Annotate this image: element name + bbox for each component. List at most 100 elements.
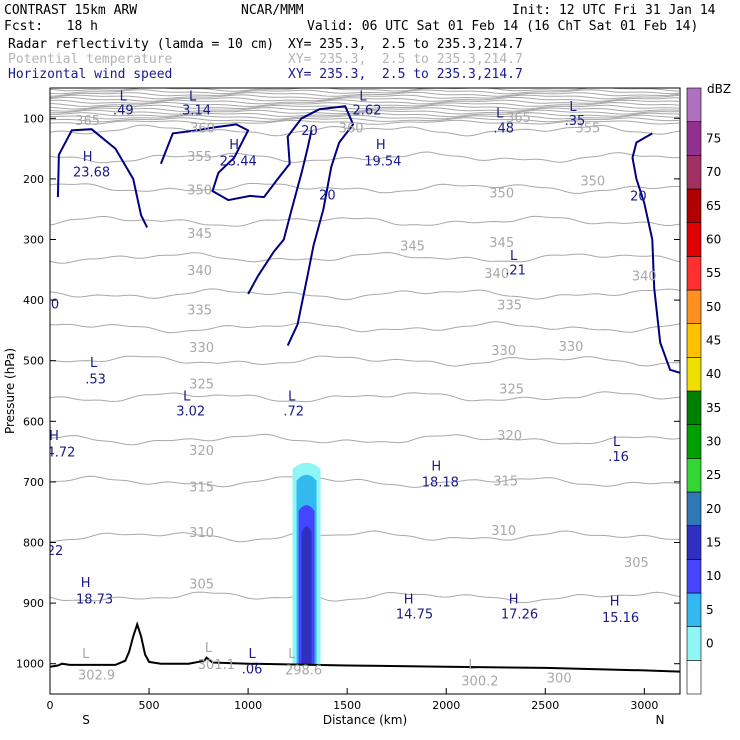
- theta-label: 315: [493, 474, 518, 489]
- colorbar-swatch: [686, 356, 702, 392]
- colorbar-level-label: 70: [706, 165, 721, 179]
- wind-label: H: [81, 576, 91, 591]
- colorbar-level-label: 45: [706, 334, 721, 348]
- wind-label: L: [189, 90, 197, 105]
- theta-label: 320: [189, 444, 214, 459]
- wind-label: L: [288, 390, 296, 405]
- x-axis-title: Distance (km): [323, 713, 407, 727]
- y-tick-label: 100: [23, 112, 44, 125]
- colorbar-level-label: 10: [706, 569, 721, 583]
- wind-label: L: [496, 107, 504, 122]
- wind-label: L: [183, 390, 191, 405]
- colorbar-swatch: [686, 390, 702, 426]
- theta-label: 345: [187, 227, 212, 242]
- plot-frame: [49, 87, 681, 695]
- colorbar-swatch: [686, 121, 702, 156]
- wind-label: 20: [301, 124, 318, 139]
- theta-label: 335: [187, 304, 212, 319]
- theta-upper-line: [50, 89, 680, 95]
- colorbar-level-label: 40: [706, 367, 721, 381]
- wind-label: H: [509, 593, 519, 608]
- wind-label: H: [376, 138, 386, 153]
- wind-label: L: [120, 90, 128, 105]
- wind-contour-20: [631, 132, 680, 374]
- theta-line-325: [50, 391, 680, 403]
- theta-label: 335: [497, 299, 522, 314]
- theta-label: L: [205, 641, 213, 656]
- reflectivity-20dbz: [301, 526, 312, 665]
- field-reflectivity-xy: XY= 235.3, 2.5 to 235.3,214.7: [288, 37, 523, 52]
- theta-upper-line: [50, 114, 679, 120]
- colorbar-swatch: [686, 289, 702, 325]
- wind-label: .35: [565, 114, 586, 129]
- theta-label: 300: [547, 671, 572, 686]
- y-tick-label: 600: [23, 415, 44, 428]
- colorbar-swatch: [686, 558, 702, 594]
- terrain-group: [50, 621, 680, 673]
- wind-label: 17.26: [501, 608, 538, 623]
- theta-label: 325: [189, 377, 214, 392]
- theta-line-335: [50, 321, 680, 334]
- theta-label: 298.6: [285, 664, 322, 679]
- theta-line-310: [50, 530, 680, 543]
- wind-label: 19.54: [364, 154, 401, 169]
- theta-upper-line: [50, 88, 680, 92]
- wind-contour-20: [159, 105, 355, 347]
- wind-label: 15.16: [602, 611, 639, 626]
- colorbar-swatch: [686, 87, 702, 123]
- wind-label: H: [83, 150, 93, 165]
- colorbar-level-label: 75: [706, 132, 721, 146]
- colorbar-level-label: 0: [706, 637, 714, 651]
- theta-label: 310: [189, 526, 214, 541]
- x-axis-right-label: N: [656, 713, 665, 727]
- forecast-hour: Fcst: 18 h: [4, 19, 98, 34]
- colorbar-level-label: 5: [706, 603, 714, 617]
- y-tick-label: 500: [23, 355, 44, 368]
- y-tick-label: 300: [23, 234, 44, 247]
- init-time: Init: 12 UTC Fri 31 Jan 14: [512, 3, 716, 18]
- wind-label: L: [90, 356, 98, 371]
- theta-line-360: [50, 151, 680, 164]
- colorbar-swatch: [686, 255, 702, 291]
- x-tick-label: 2500: [531, 699, 559, 712]
- colorbar-level-label: 55: [706, 266, 721, 280]
- theta-label: 305: [624, 556, 649, 571]
- terrain-line: [50, 621, 680, 673]
- theta-label: 360: [339, 122, 364, 137]
- theta-line-365: [50, 124, 680, 137]
- theta-line-340: [50, 288, 680, 301]
- field-theta-name: Potential temperature: [8, 52, 173, 67]
- colorbar-unit: dBZ: [707, 82, 731, 96]
- colorbar-swatch: [686, 525, 702, 560]
- theta-line-315: [50, 475, 680, 488]
- theta-label: 300.2: [461, 674, 498, 689]
- y-tick-label: 700: [23, 476, 44, 489]
- theta-upper-line: [50, 117, 680, 123]
- wind-label: .48: [493, 122, 514, 137]
- wind-label: 23.68: [73, 165, 110, 180]
- theta-label: 345: [489, 236, 514, 251]
- wind-label: L: [359, 90, 367, 105]
- theta-label: 340: [187, 264, 212, 279]
- theta-lines-group: [50, 88, 680, 604]
- y-axis-title: Pressure (hPa): [3, 348, 17, 434]
- theta-label: 350: [489, 187, 514, 202]
- theta-line-305: [50, 591, 680, 604]
- wind-label: .06: [242, 662, 263, 677]
- y-tick-label: 400: [23, 294, 44, 307]
- theta-label: 325: [499, 382, 524, 397]
- center-title: NCAR/MMM: [241, 3, 304, 18]
- theta-label: 350: [580, 174, 605, 189]
- y-tick-label: 200: [23, 173, 44, 186]
- theta-upper-line: [50, 96, 680, 102]
- y-tick-label: 900: [23, 597, 44, 610]
- theta-label: L: [468, 658, 476, 673]
- colorbar-level-label: 65: [706, 199, 721, 213]
- wind-label: L: [569, 100, 577, 115]
- wind-label: 20: [319, 188, 336, 203]
- colorbar-swatch: [686, 155, 702, 190]
- theta-label: 302.9: [78, 668, 115, 683]
- colorbar-level-label: 15: [706, 536, 721, 550]
- theta-label: 355: [575, 122, 600, 137]
